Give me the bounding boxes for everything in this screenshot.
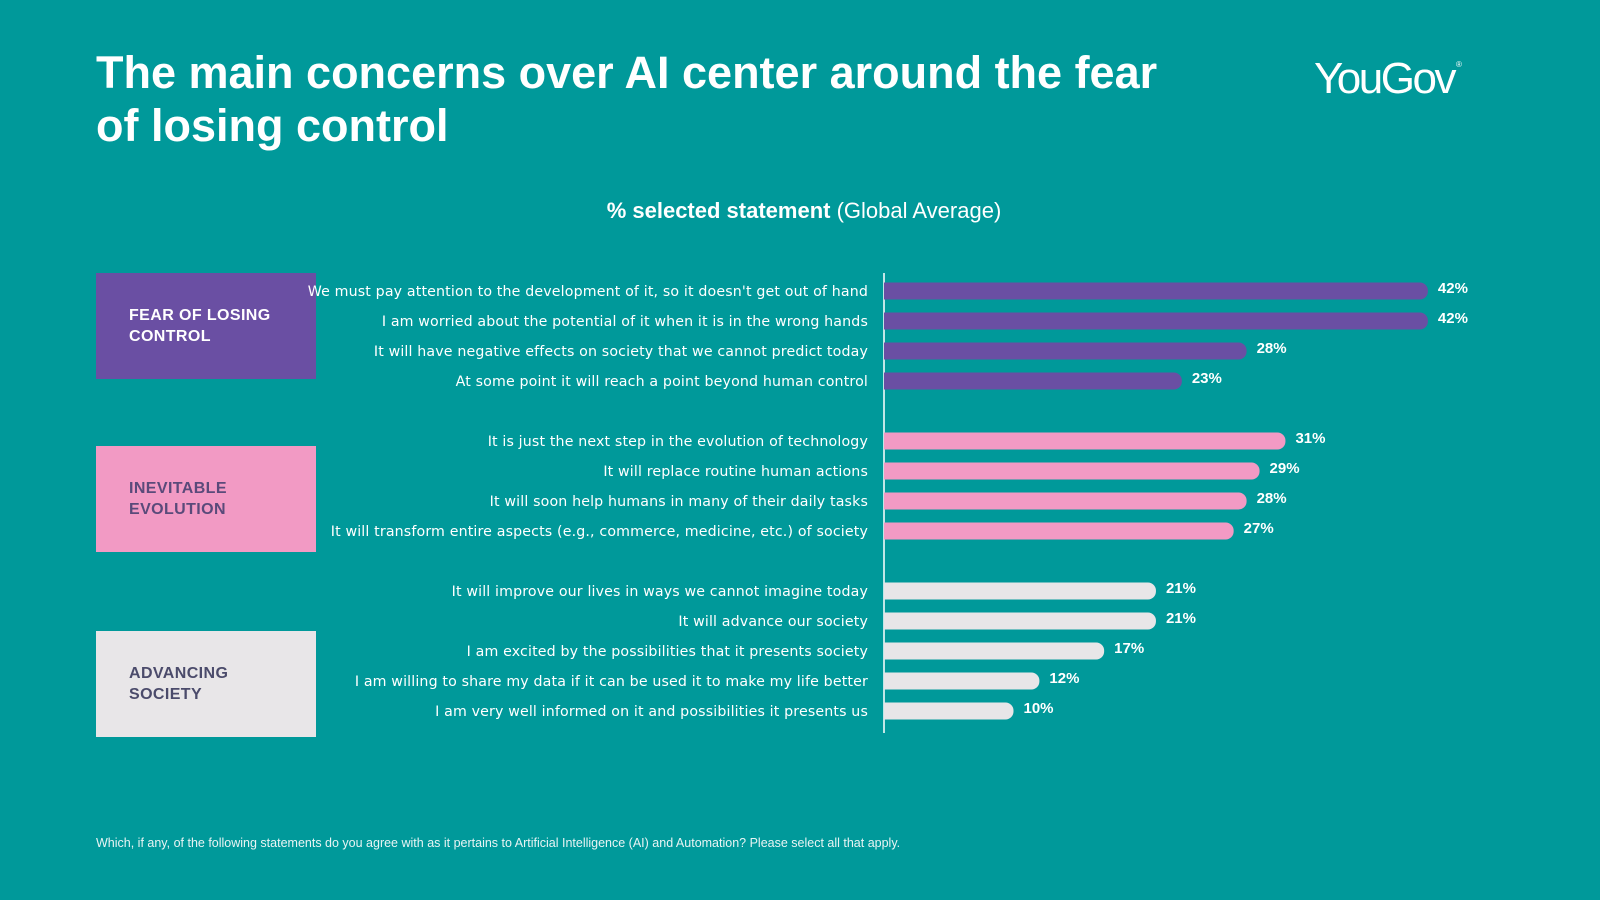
category-label: It will improve our lives in ways we can… — [452, 584, 868, 600]
bar — [884, 702, 1014, 720]
data-label: 28% — [1257, 490, 1287, 507]
bar-base — [884, 462, 894, 480]
data-label: 29% — [1270, 460, 1300, 477]
data-label: 23% — [1192, 370, 1222, 387]
data-label: 42% — [1438, 310, 1468, 327]
bar — [884, 492, 1247, 510]
bar — [884, 642, 1105, 660]
subtitle-bold: % selected statement — [606, 198, 831, 223]
category-label: I am worried about the potential of it w… — [382, 314, 868, 330]
bar-base — [884, 522, 894, 540]
registered-mark: ® — [1455, 60, 1462, 69]
bar-base — [884, 372, 894, 390]
bar-base — [884, 702, 894, 720]
category-label: It will soon help humans in many of thei… — [490, 494, 868, 510]
bar-base — [884, 642, 894, 660]
category-label: It will advance our society — [678, 614, 868, 630]
category-label: ADVANCING SOCIETY — [129, 665, 229, 703]
bar — [884, 312, 1428, 330]
subtitle-normal: (Global Average) — [830, 198, 1002, 223]
bar — [884, 522, 1234, 540]
category-label: It will replace routine human actions — [603, 464, 868, 480]
data-label: 10% — [1024, 700, 1054, 717]
category-advancing-society: ADVANCING SOCIETY — [96, 631, 316, 737]
bar-base — [884, 342, 894, 360]
category-label: At some point it will reach a point beyo… — [456, 374, 868, 390]
bar — [884, 612, 1156, 630]
bar — [884, 372, 1182, 390]
page-title: The main concerns over AI center around … — [96, 47, 1158, 151]
category-label: FEAR OF LOSING CONTROL — [129, 307, 271, 345]
category-label: It will transform entire aspects (e.g., … — [331, 524, 868, 540]
footnote: Which, if any, of the following statemen… — [96, 836, 901, 850]
category-label: I am excited by the possibilities that i… — [467, 644, 868, 660]
logo-text: YouGov — [1314, 54, 1456, 103]
bar — [884, 462, 1260, 480]
data-label: 31% — [1295, 430, 1325, 447]
data-label: 17% — [1114, 640, 1144, 657]
bar-base — [884, 612, 894, 630]
category-label: We must pay attention to the development… — [308, 284, 868, 300]
category-label: INEVITABLE EVOLUTION — [129, 480, 227, 518]
bar — [884, 432, 1286, 450]
category-label: It is just the next step in the evolutio… — [488, 434, 868, 450]
bar — [884, 342, 1247, 360]
data-label: 28% — [1257, 340, 1287, 357]
yougov-logo: YouGov ® — [1314, 54, 1462, 104]
bar-base — [884, 312, 894, 330]
bar — [884, 672, 1040, 690]
category-fear-of-losing-control: FEAR OF LOSING CONTROL — [96, 273, 316, 379]
bar — [884, 282, 1428, 300]
data-label: 42% — [1438, 280, 1468, 297]
bar-base — [884, 672, 894, 690]
data-label: 27% — [1244, 520, 1274, 537]
category-label: I am very well informed on it and possib… — [435, 704, 868, 720]
bar-base — [884, 492, 894, 510]
category-inevitable-evolution: INEVITABLE EVOLUTION — [96, 446, 316, 552]
bar-base — [884, 582, 894, 600]
data-label: 21% — [1166, 580, 1196, 597]
category-label: It will have negative effects on society… — [374, 344, 868, 360]
chart-subtitle: % selected statement (Global Average) — [0, 198, 1600, 224]
data-label: 12% — [1049, 670, 1079, 687]
data-label: 21% — [1166, 610, 1196, 627]
category-label: I am willing to share my data if it can … — [355, 674, 868, 690]
bar-base — [884, 432, 894, 450]
bar-base — [884, 282, 894, 300]
bar — [884, 582, 1156, 600]
